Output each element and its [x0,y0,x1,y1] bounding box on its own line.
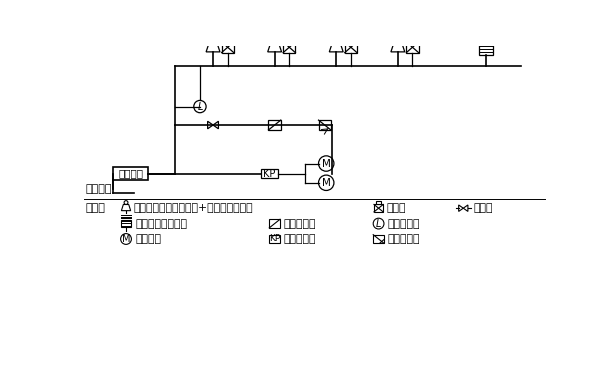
Polygon shape [373,235,384,243]
Text: 水泵电机: 水泵电机 [135,234,161,244]
Polygon shape [480,43,493,55]
Polygon shape [319,120,331,130]
Polygon shape [459,205,464,211]
Polygon shape [213,121,219,129]
Polygon shape [464,205,468,211]
Polygon shape [268,120,281,130]
Polygon shape [270,219,280,228]
Text: KP: KP [263,168,276,179]
Polygon shape [224,38,231,42]
Text: M: M [122,234,130,244]
Polygon shape [283,42,295,53]
FancyBboxPatch shape [113,167,149,180]
Polygon shape [122,205,131,211]
Polygon shape [222,42,234,53]
Polygon shape [376,201,381,205]
Text: 图例：: 图例： [86,203,106,213]
Text: 消防电源: 消防电源 [86,184,112,194]
Text: L: L [197,102,203,112]
Text: 模拟末端试水装置: 模拟末端试水装置 [135,219,187,229]
Text: 水流指示器: 水流指示器 [388,219,421,229]
Text: 电磁阀: 电磁阀 [386,203,406,213]
Text: 水泵控制箱: 水泵控制箱 [284,234,316,244]
Polygon shape [406,42,419,53]
Polygon shape [347,38,355,42]
Text: 电源装置: 电源装置 [118,168,143,179]
Text: M: M [322,178,331,188]
FancyBboxPatch shape [270,235,280,243]
Polygon shape [374,205,383,212]
Text: 声光报警器: 声光报警器 [388,234,421,244]
Polygon shape [344,42,357,53]
Text: 信号阀: 信号阀 [473,203,493,213]
Polygon shape [206,43,220,52]
Text: M: M [322,158,331,168]
Polygon shape [329,43,343,52]
Text: KP: KP [269,234,280,243]
Polygon shape [208,121,213,129]
Polygon shape [120,220,131,227]
Polygon shape [268,43,282,52]
FancyBboxPatch shape [261,169,278,178]
Text: 扫描射水喷头（水炮）+智能型探测组件: 扫描射水喷头（水炮）+智能型探测组件 [134,203,254,213]
Text: L: L [376,219,381,229]
Text: 闪光报警灯: 闪光报警灯 [284,219,316,229]
Polygon shape [391,43,405,52]
Polygon shape [408,38,416,42]
Polygon shape [286,38,293,42]
